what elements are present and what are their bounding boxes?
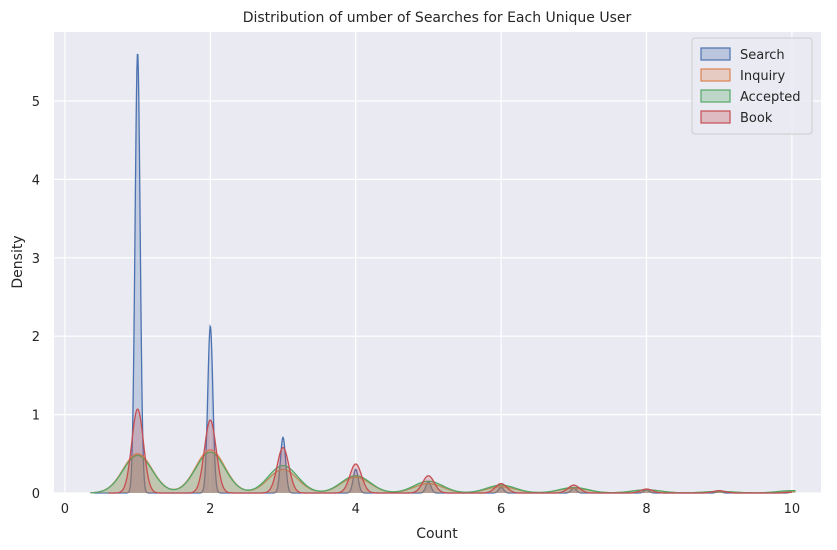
legend-swatch-book xyxy=(700,110,731,124)
chart-title: Distribution of umber of Searches for Ea… xyxy=(243,10,632,26)
legend-swatch-search xyxy=(700,47,731,61)
series-area-accepted xyxy=(90,452,796,493)
legend-label-search: Search xyxy=(740,48,785,63)
y-axis-label: Density xyxy=(10,235,26,288)
x-tick-label: 8 xyxy=(642,502,650,517)
x-tick-label: 2 xyxy=(206,502,214,517)
legend-label-book: Book xyxy=(740,111,773,126)
series-layer xyxy=(90,53,796,494)
legend-swatch-inquiry xyxy=(700,68,731,82)
x-axis-label: Count xyxy=(416,526,458,542)
series-area-inquiry xyxy=(90,449,796,493)
y-tick-label: 2 xyxy=(32,330,40,345)
series-line-book xyxy=(108,408,792,494)
y-tick-label: 0 xyxy=(32,487,40,502)
legend-label-inquiry: Inquiry xyxy=(740,69,786,84)
legend-label-accepted: Accepted xyxy=(740,90,801,105)
legend: Search Inquiry Accepted Book xyxy=(691,37,813,135)
x-tick-label: 6 xyxy=(497,502,505,517)
legend-swatch-accepted xyxy=(700,89,731,103)
series-area-book xyxy=(108,409,792,493)
y-tick-label: 3 xyxy=(32,252,40,267)
y-tick-label: 5 xyxy=(32,95,40,110)
x-tick-label: 4 xyxy=(352,502,360,517)
y-tick-label: 4 xyxy=(32,173,40,188)
legend-frame xyxy=(691,37,813,135)
tick-layer: 0 2 4 6 8 10 0 1 2 3 4 5 xyxy=(32,95,800,517)
x-tick-label: 10 xyxy=(784,502,801,517)
x-tick-label: 0 xyxy=(61,502,69,517)
y-tick-label: 1 xyxy=(32,409,40,424)
